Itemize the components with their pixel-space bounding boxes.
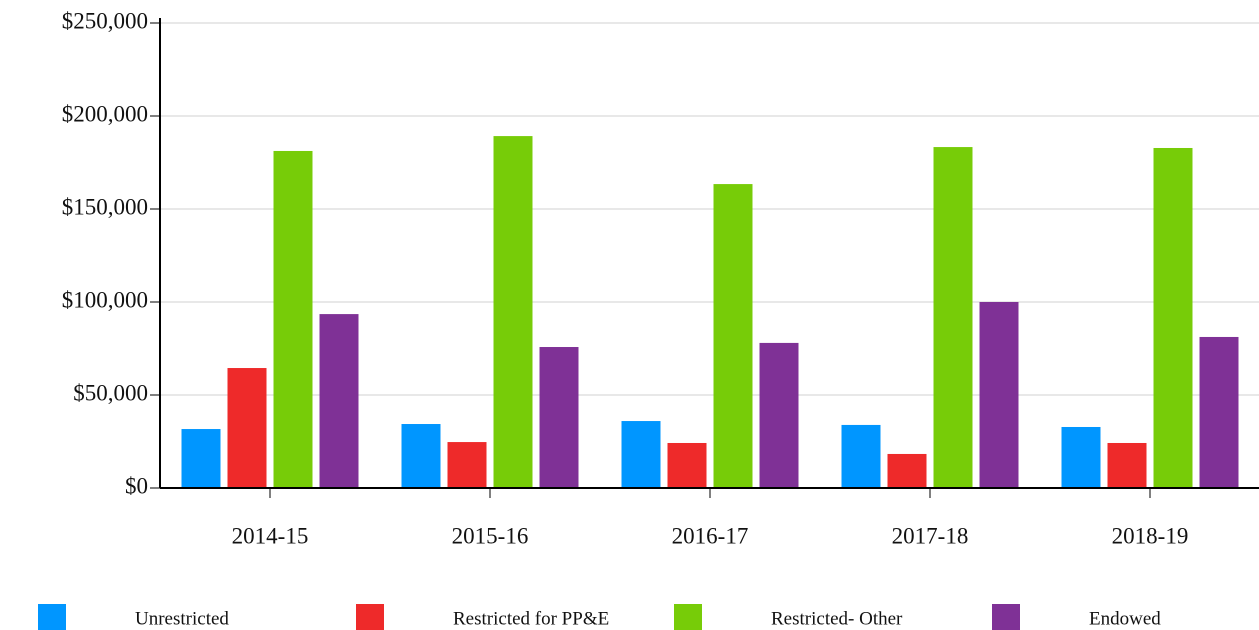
bar <box>1107 442 1147 488</box>
bar <box>933 147 973 488</box>
x-tick-label: 2018-19 <box>1112 523 1189 548</box>
x-tick-label: 2014-15 <box>232 523 309 548</box>
bar <box>713 184 753 489</box>
bar <box>273 150 313 488</box>
y-tick-label: $100,000 <box>62 287 148 312</box>
y-tick-label: $0 <box>125 473 148 498</box>
legend-swatch <box>356 604 384 630</box>
legend-label: Endowed <box>1089 608 1161 629</box>
y-tick-label: $200,000 <box>62 101 148 126</box>
legend-swatch <box>992 604 1020 630</box>
bar <box>887 453 927 488</box>
bar <box>759 342 799 488</box>
legend-label: Unrestricted <box>135 608 229 629</box>
x-tick-label: 2017-18 <box>892 523 969 548</box>
x-tick-label: 2015-16 <box>452 523 529 548</box>
bar <box>979 302 1019 488</box>
x-tick-label: 2016-17 <box>672 523 749 548</box>
bar <box>1061 426 1101 488</box>
bar <box>319 314 359 488</box>
bar <box>621 421 661 488</box>
bar <box>227 368 267 488</box>
legend-label: Restricted for PP&E <box>453 608 609 629</box>
bar <box>667 442 707 488</box>
legend-swatch <box>674 604 702 630</box>
y-tick-label: $50,000 <box>73 380 148 405</box>
bar <box>1153 147 1193 488</box>
legend-label: Restricted- Other <box>771 608 903 629</box>
bar <box>841 424 881 488</box>
bar <box>181 429 221 488</box>
bar <box>1199 336 1239 488</box>
y-tick-label: $250,000 <box>62 8 148 33</box>
legend-swatch <box>38 604 66 630</box>
bar <box>493 136 533 488</box>
y-tick-label: $150,000 <box>62 194 148 219</box>
bar <box>447 442 487 488</box>
bar <box>539 347 579 488</box>
bar <box>401 424 441 488</box>
